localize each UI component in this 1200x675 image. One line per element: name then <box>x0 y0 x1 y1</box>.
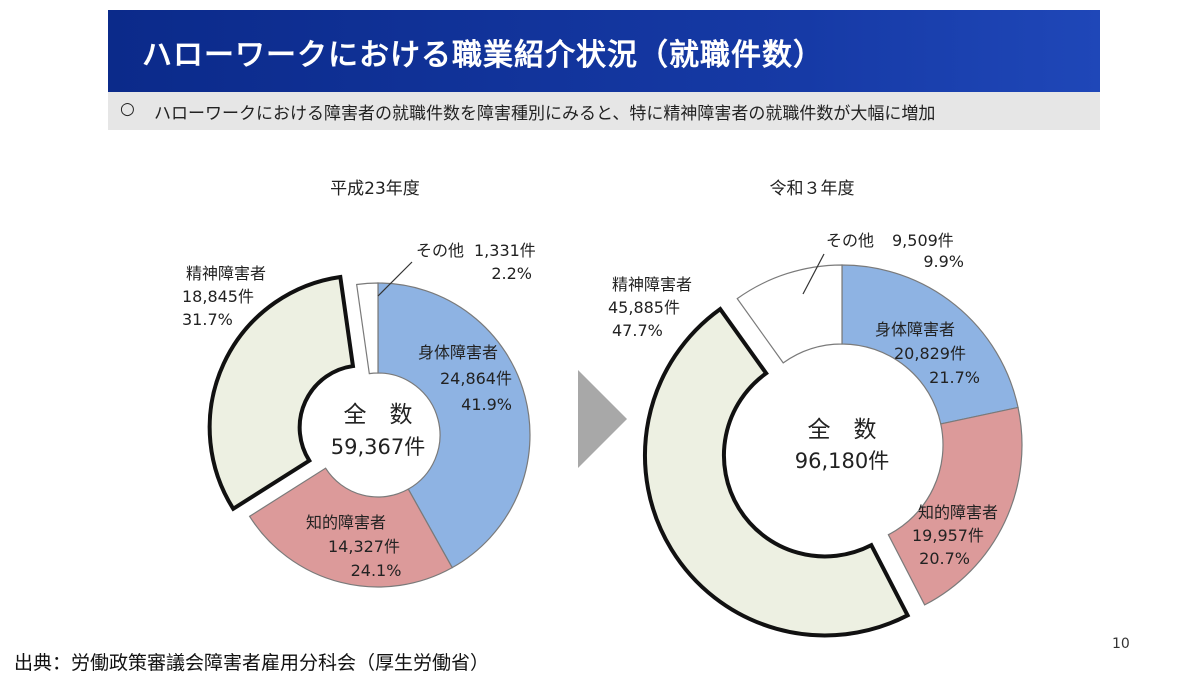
label-count-mental-r3: 45,885件 <box>608 298 680 317</box>
label-percent-mental-r3: 47.7% <box>612 321 663 340</box>
label-count-physical-r3: 20,829件 <box>894 344 966 363</box>
page-number: 10 <box>1112 636 1130 652</box>
label-name-mental-r3: 精神障害者 <box>612 275 692 294</box>
label-name-other-r3: その他 <box>826 231 874 250</box>
label-name-mental-h23: 精神障害者 <box>186 264 266 283</box>
donut-slice-mental-h23 <box>207 274 356 512</box>
page-title: ハローワークにおける職業紹介状況（就職件数） <box>142 38 824 73</box>
label-name-intellectual-r3: 知的障害者 <box>918 503 998 522</box>
donut-slice-other-r3 <box>736 264 843 364</box>
label-count-physical-h23: 24,864件 <box>440 369 512 388</box>
label-percent-other-h23: 2.2% <box>491 264 532 283</box>
center-label-h23: 全 数 <box>344 402 413 428</box>
chart-r3: 令和３年度 全 数 96,180件 身体障害者 20,829件 21.7% 知的… <box>608 179 1023 638</box>
slices-h23 <box>207 274 531 588</box>
label-percent-other-r3: 9.9% <box>923 252 964 271</box>
title-banner: ハローワークにおける職業紹介状況（就職件数） <box>108 10 1100 92</box>
donut-slice-physical-r3 <box>841 264 1019 425</box>
label-name-intellectual-h23: 知的障害者 <box>306 513 386 532</box>
leader-line-other-h23 <box>377 261 413 297</box>
label-count-other-r3: 9,509件 <box>892 231 954 250</box>
label-percent-physical-r3: 21.7% <box>929 368 980 387</box>
center-value-h23: 59,367件 <box>331 435 425 459</box>
label-count-intellectual-h23: 14,327件 <box>328 537 400 556</box>
label-percent-intellectual-r3: 20.7% <box>919 549 970 568</box>
label-name-physical-r3: 身体障害者 <box>875 320 955 339</box>
donut-slice-physical-h23 <box>377 282 531 569</box>
chart-title-r3: 令和３年度 <box>770 179 855 199</box>
subtitle-banner: ○ ハローワークにおける障害者の就職件数を障害種別にみると、特に精神障害者の就職… <box>108 92 1100 130</box>
label-percent-mental-h23: 31.7% <box>182 310 233 329</box>
label-count-other-h23: 1,331件 <box>474 241 536 260</box>
label-name-other-h23: その他 <box>416 241 464 260</box>
donut-slice-mental-r3 <box>643 306 911 638</box>
chart-h23: 平成23年度 全 数 59,367件 身体障害者 24,864件 41.9% 知… <box>182 179 536 588</box>
subtitle-bullet-icon: ○ <box>120 99 135 119</box>
donut-slice-intellectual-r3 <box>887 406 1023 606</box>
source-citation: 出典：労働政策審議会障害者雇用分科会（厚生労働省） <box>14 652 490 674</box>
slices-r3 <box>643 264 1023 638</box>
label-percent-intellectual-h23: 24.1% <box>351 561 402 580</box>
donut-slice-other-h23 <box>355 282 379 375</box>
center-value-r3: 96,180件 <box>795 449 889 473</box>
donut-slice-intellectual-h23 <box>248 467 454 588</box>
leader-line-other-r3 <box>802 253 825 295</box>
label-count-mental-h23: 18,845件 <box>182 287 254 306</box>
chart-title-h23: 平成23年度 <box>330 179 420 199</box>
label-percent-physical-h23: 41.9% <box>461 395 512 414</box>
right-triangle-arrow-icon <box>578 370 627 468</box>
subtitle-text: ハローワークにおける障害者の就職件数を障害種別にみると、特に精神障害者の就職件数… <box>154 104 936 124</box>
center-label-r3: 全 数 <box>808 417 877 443</box>
label-name-physical-h23: 身体障害者 <box>418 343 498 362</box>
label-count-intellectual-r3: 19,957件 <box>912 526 984 545</box>
